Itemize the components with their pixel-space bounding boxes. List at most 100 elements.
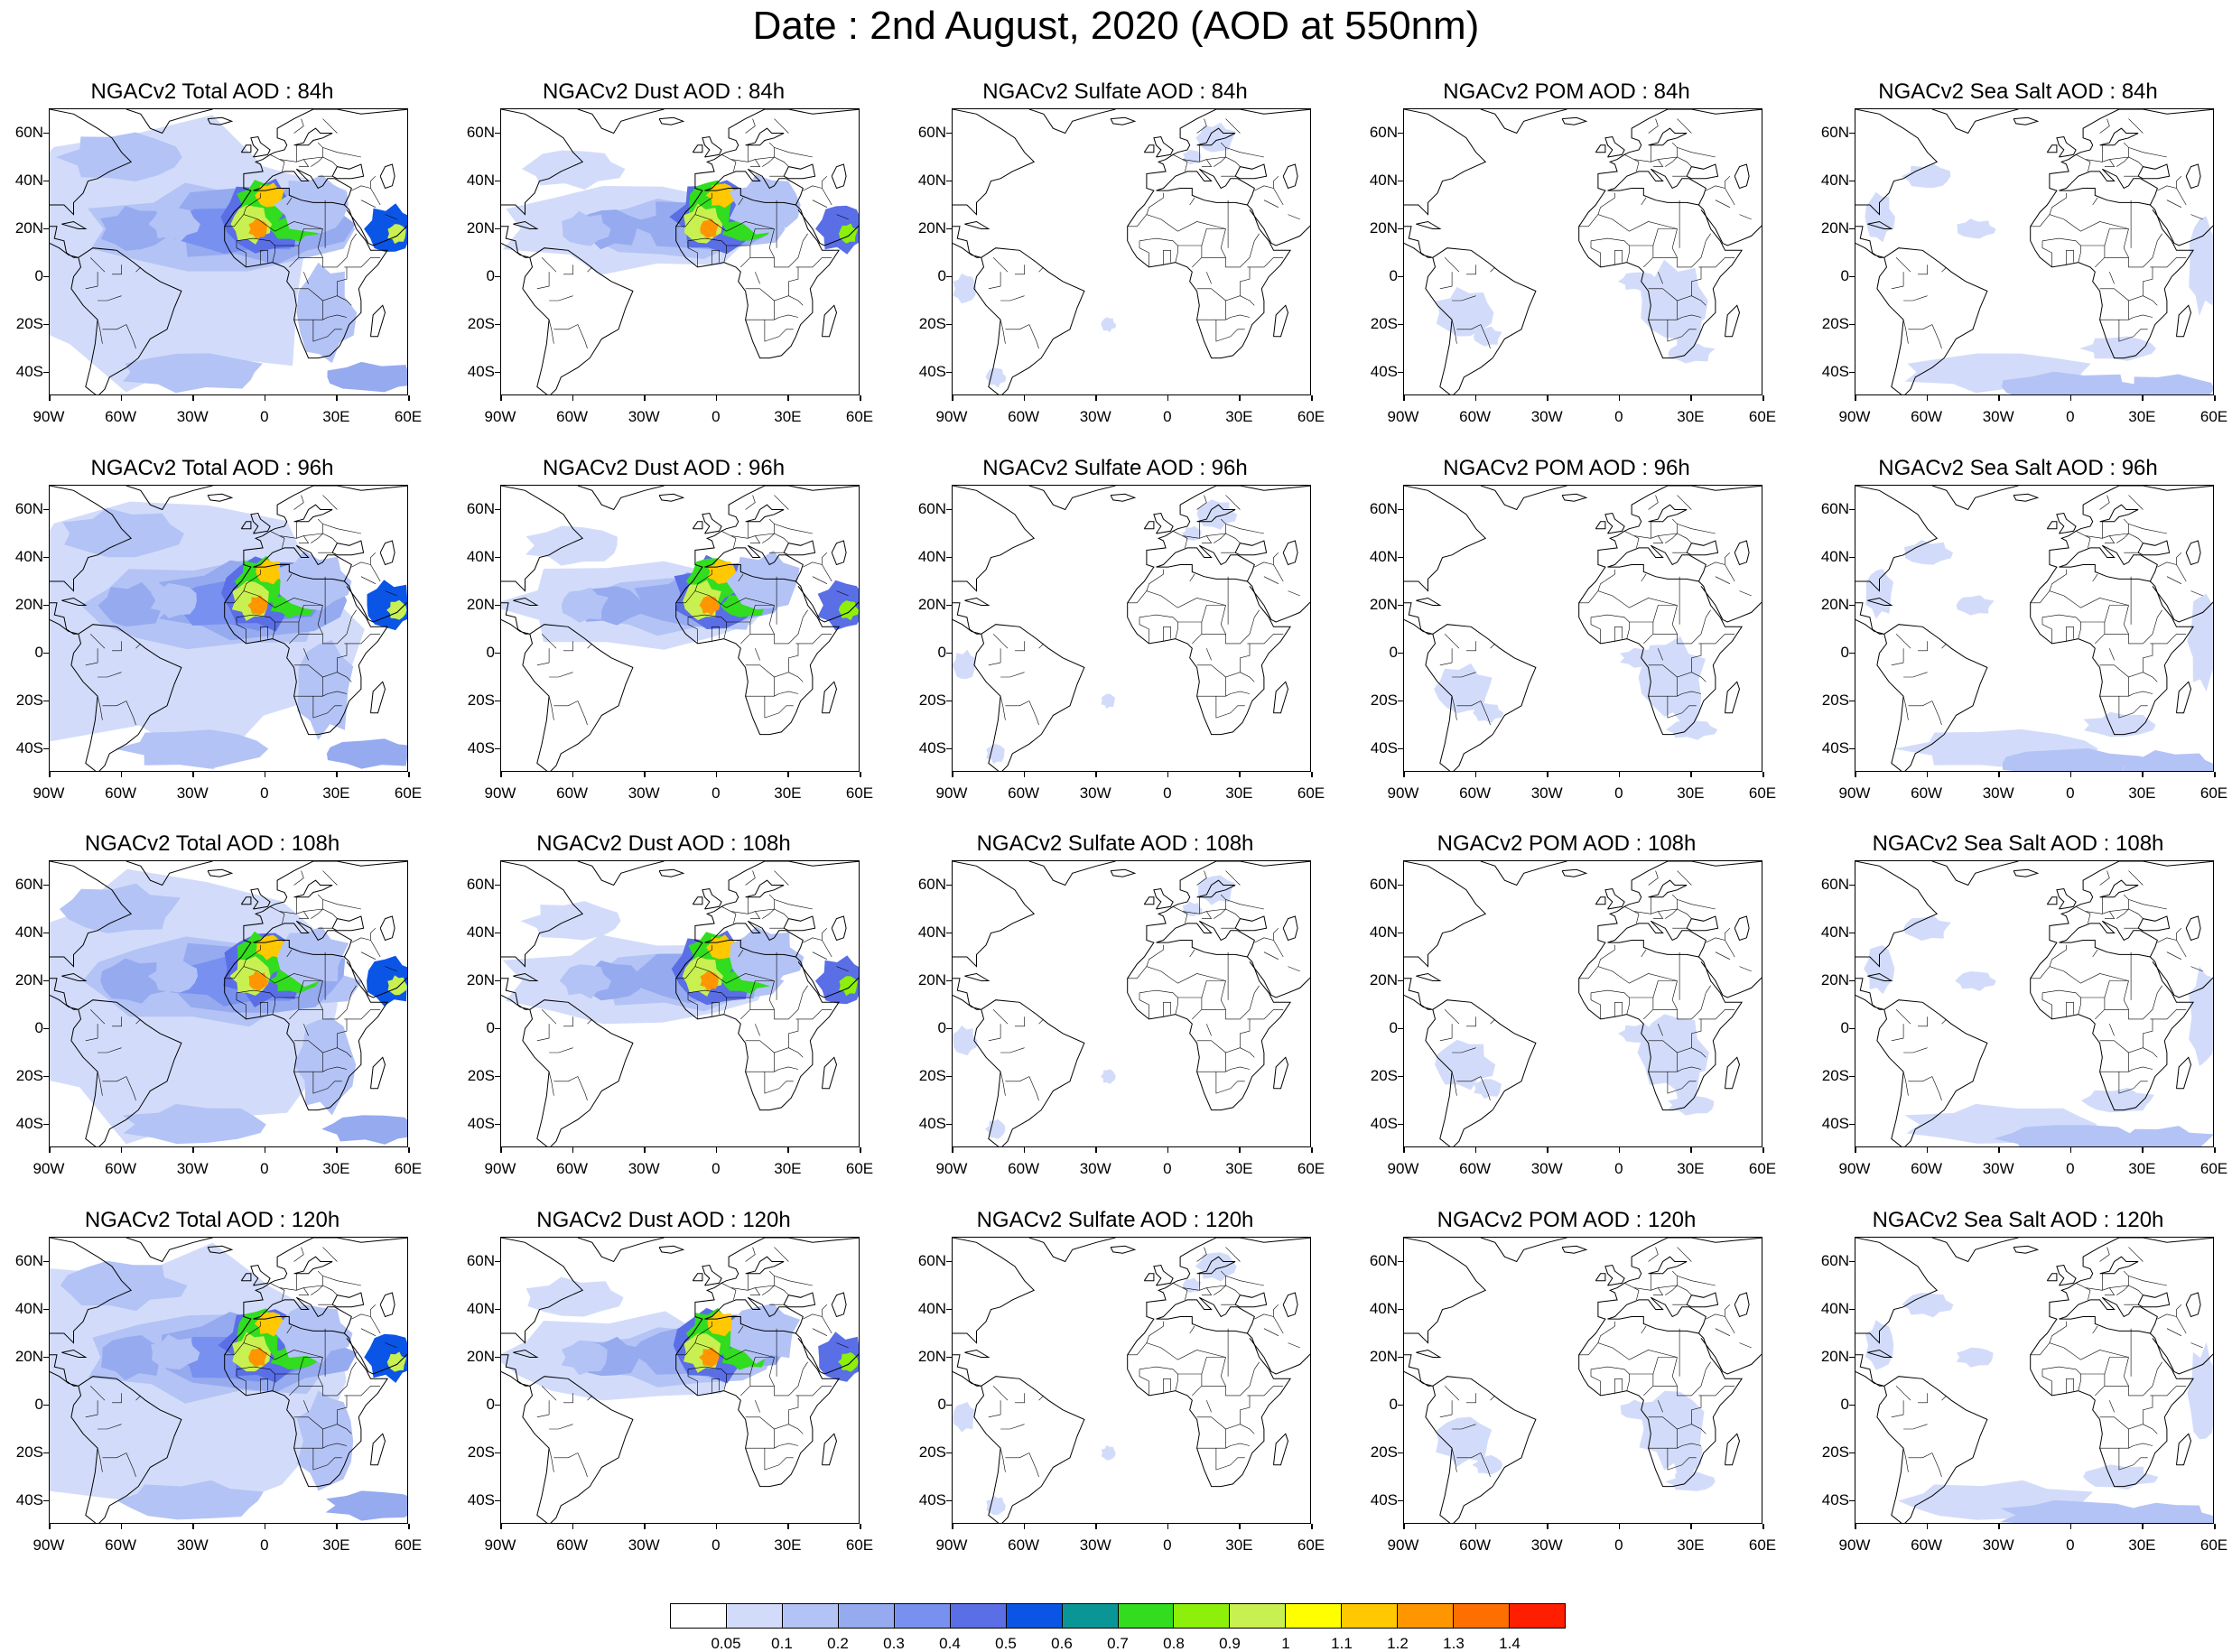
coastlines	[501, 1238, 859, 1523]
coastline-cuba	[964, 1349, 990, 1358]
country-border	[1590, 1369, 1601, 1396]
lon-tick-label: 60E	[845, 1536, 874, 1554]
lon-tick	[2069, 1524, 2072, 1529]
aod-contour-region	[839, 223, 859, 244]
country-border	[1633, 147, 1678, 162]
country-border	[1288, 966, 1300, 972]
lat-tick	[1398, 700, 1403, 701]
colorbar-label: 0.6	[1051, 1635, 1073, 1652]
coastline-ireland	[240, 896, 252, 905]
aod-contour-region	[1864, 945, 1895, 995]
aod-contour-region	[122, 1103, 266, 1145]
lat-tick-label: 60N	[14, 1251, 43, 1269]
coastline-baltic	[2099, 1256, 2139, 1275]
coastlines	[953, 109, 1310, 394]
lat-tick	[1398, 1123, 1403, 1125]
lat-tick-label: 20N	[1369, 1347, 1398, 1365]
country-border	[745, 495, 756, 510]
aod-contour-region	[1620, 647, 1658, 668]
country-border	[1189, 197, 1195, 206]
country-border	[344, 634, 381, 645]
lat-tick-label: 40N	[466, 1299, 495, 1317]
country-border	[1725, 1304, 1731, 1317]
country-border	[2176, 1304, 2182, 1317]
lon-tick	[1167, 1147, 1169, 1153]
country-border	[721, 1283, 737, 1300]
colorbar-label: 0.3	[883, 1635, 905, 1652]
country-border	[1175, 998, 1178, 1015]
lat-tick-label: 20S	[1370, 314, 1398, 332]
lon-tick	[1095, 772, 1097, 777]
aod-shading	[953, 875, 1235, 1139]
country-border	[822, 940, 832, 958]
lat-tick	[495, 1075, 500, 1077]
lon-tick	[2142, 772, 2144, 777]
lon-tick	[2069, 772, 2072, 777]
country-border	[822, 175, 828, 189]
country-border	[1903, 672, 1928, 678]
lat-tick-label: 20S	[1821, 1066, 1849, 1084]
map-panel: NGACv2 Total AOD : 120h 60N 40N 20N 0 20S 40S 9…	[0, 1208, 424, 1569]
coastline-black	[1686, 540, 1719, 556]
country-border	[541, 257, 557, 273]
aod-shading	[953, 122, 1235, 388]
lon-tick	[1095, 395, 1097, 401]
coastline-iceland	[658, 868, 685, 877]
country-border	[2030, 214, 2129, 232]
country-border	[1490, 1018, 1496, 1025]
lat-tick-label: 20N	[917, 218, 946, 237]
country-border	[1000, 1448, 1006, 1472]
lat-tick	[1398, 180, 1403, 181]
coastlines	[1855, 486, 2213, 771]
coastline-centralAmerica	[1404, 1354, 1433, 1387]
country-border	[992, 1009, 1009, 1025]
country-border	[730, 524, 775, 539]
country-border	[745, 870, 756, 886]
lat-tick	[946, 979, 952, 981]
country-border	[1480, 1076, 1491, 1101]
country-border	[351, 609, 357, 617]
country-border	[102, 1076, 127, 1082]
coastline-black	[331, 540, 365, 556]
coastline-iceland	[658, 116, 685, 125]
lat-tick-label: 20N	[1820, 595, 1849, 613]
country-border	[541, 1009, 557, 1025]
country-border	[2118, 1448, 2148, 1471]
country-border	[2099, 643, 2153, 678]
country-border	[1891, 662, 1904, 666]
country-border	[1671, 228, 1678, 258]
lat-tick-label: 20S	[15, 1066, 43, 1084]
coastline-cuba	[61, 220, 88, 229]
country-border	[1015, 265, 1025, 275]
country-border	[1677, 870, 1692, 886]
country-border	[385, 966, 397, 972]
lat-tick-label: 40N	[917, 171, 946, 189]
country-border	[1667, 1448, 1697, 1471]
country-border	[135, 1395, 142, 1401]
country-border	[1739, 214, 1752, 220]
country-border	[2041, 980, 2129, 998]
lon-tick-label: 0	[1614, 1160, 1623, 1177]
lon-tick-label: 0	[260, 1160, 269, 1177]
coastline-baltic	[2099, 127, 2139, 146]
lat-tick-label: 0	[1840, 266, 1849, 284]
country-border	[1240, 1280, 1264, 1286]
country-border	[2143, 152, 2167, 158]
aod-contour-region	[116, 1480, 264, 1520]
lat-tick	[946, 700, 952, 701]
country-border	[1254, 1313, 1274, 1320]
colorbar-swatch	[950, 1604, 1007, 1628]
country-border	[1000, 1047, 1025, 1053]
lon-tick	[120, 395, 123, 401]
map-area	[1403, 1237, 1762, 1524]
lon-tick	[1855, 772, 1856, 777]
country-border	[85, 285, 98, 290]
aod-contour-region	[2117, 1502, 2213, 1523]
lat-tick-label: 60N	[1820, 123, 1849, 141]
country-border	[1706, 1313, 1725, 1320]
country-border	[1139, 228, 1226, 246]
coastline-greenland	[1931, 861, 2019, 886]
country-border	[1623, 1283, 1640, 1300]
country-border	[2118, 696, 2148, 719]
lat-tick	[495, 371, 500, 373]
